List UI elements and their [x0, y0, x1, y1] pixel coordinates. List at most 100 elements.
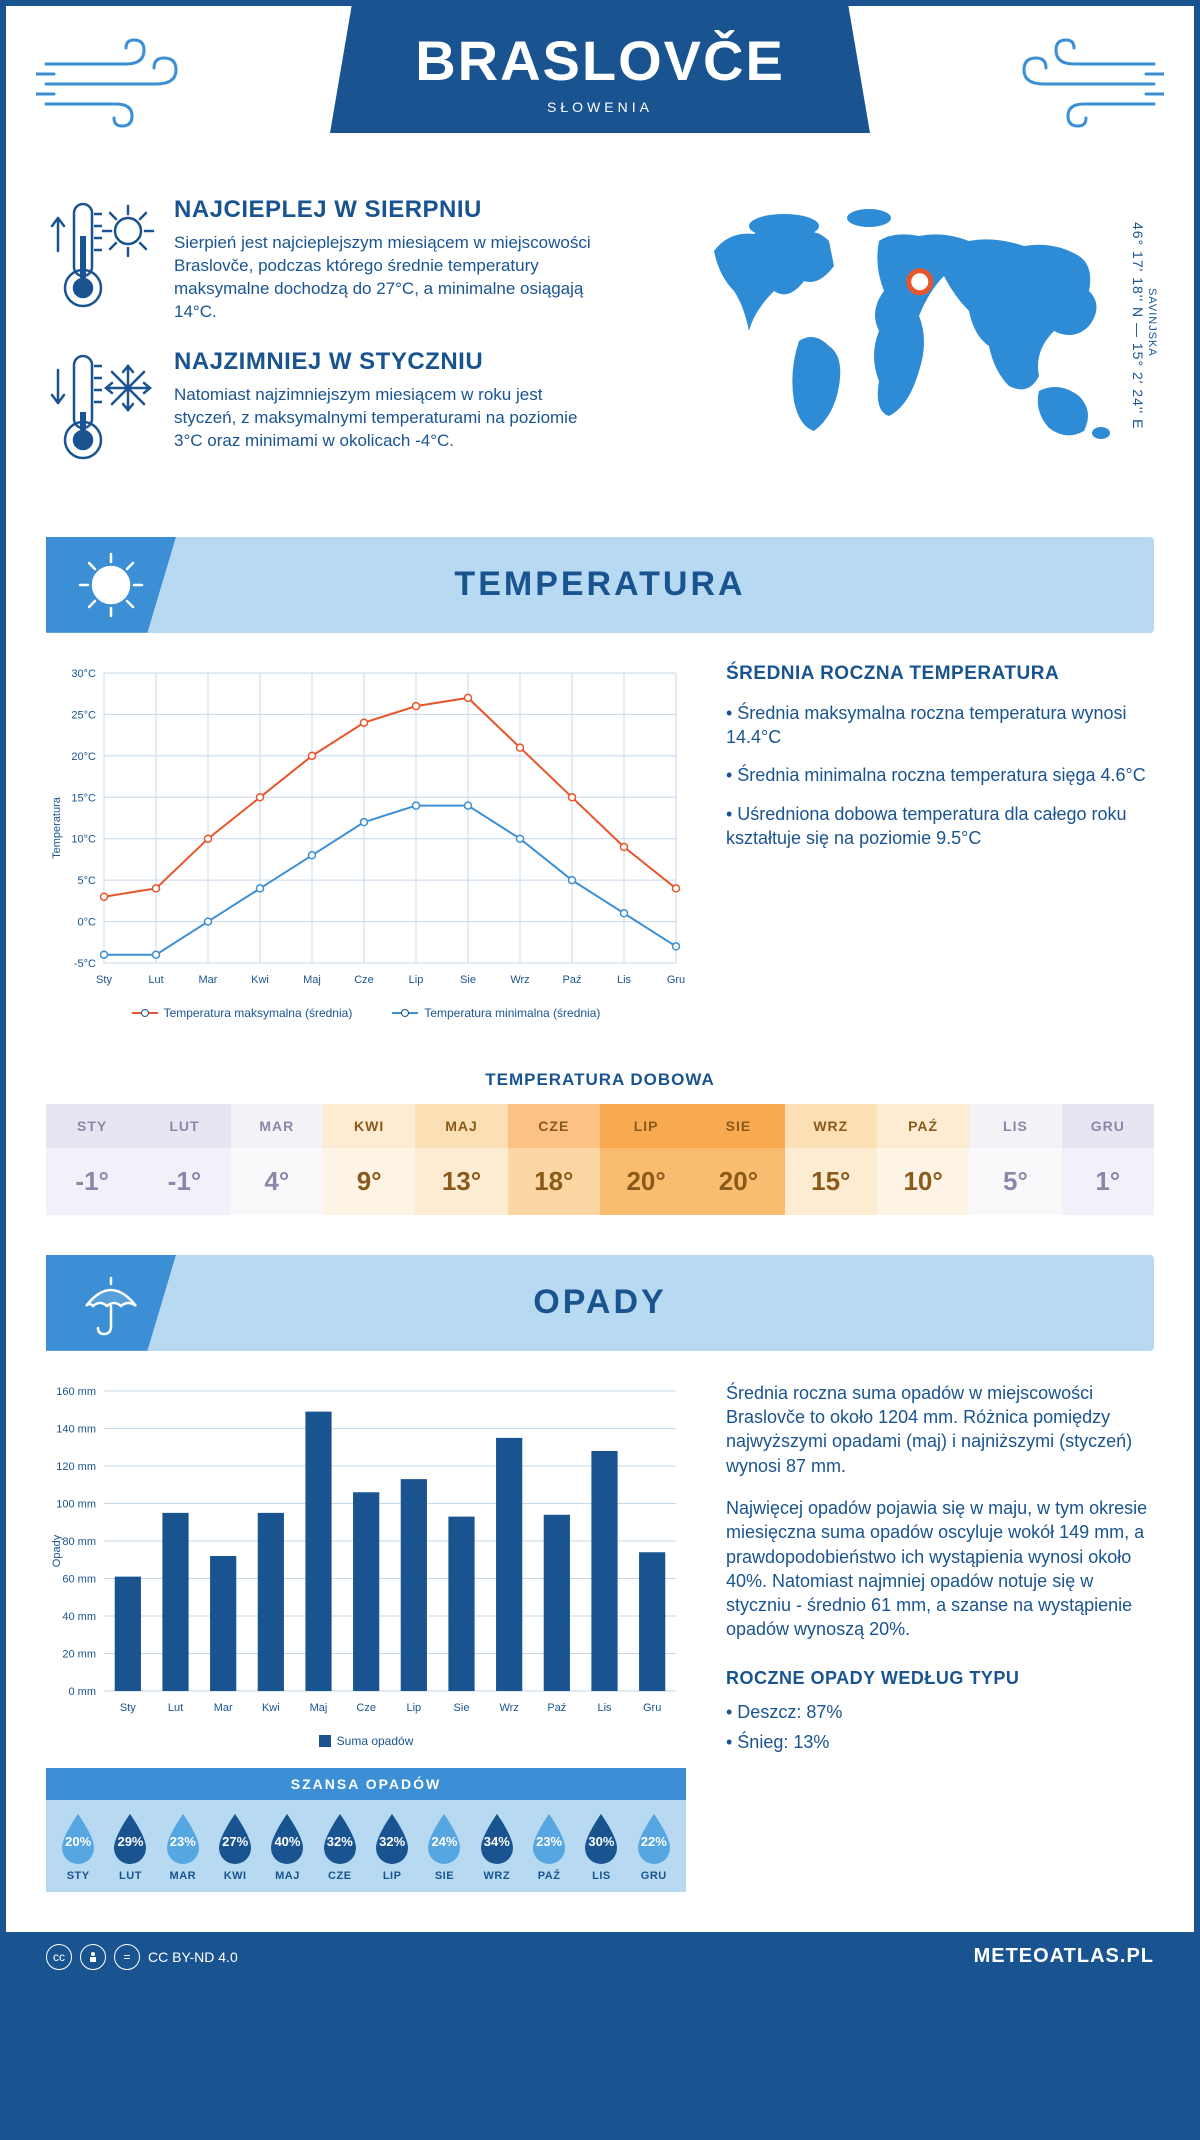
daily-cell: KWI9°	[323, 1104, 415, 1215]
summary-title: ŚREDNIA ROCZNA TEMPERATURA	[726, 663, 1154, 685]
svg-text:Wrz: Wrz	[510, 974, 529, 986]
wind-icon	[1004, 34, 1164, 134]
title-banner: BRASLOVČE SŁOWENIA	[330, 6, 870, 133]
daily-cell: LIP20°	[600, 1104, 692, 1215]
svg-text:Sty: Sty	[120, 1702, 136, 1714]
svg-text:Cze: Cze	[356, 1702, 376, 1714]
info-row: NAJCIEPLEJ W SIERPNIU Sierpień jest najc…	[6, 186, 1194, 527]
cc-icon: cc	[46, 1944, 72, 1970]
svg-text:20°C: 20°C	[71, 751, 96, 763]
svg-text:30°C: 30°C	[71, 668, 96, 680]
svg-text:Gru: Gru	[667, 974, 685, 986]
chance-cell: 24% SIE	[418, 1812, 470, 1882]
svg-text:Opady: Opady	[51, 1534, 63, 1567]
svg-text:Maj: Maj	[310, 1702, 328, 1714]
hottest-block: NAJCIEPLEJ W SIERPNIU Sierpień jest najc…	[46, 196, 654, 324]
chance-title: SZANSA OPADÓW	[46, 1768, 686, 1800]
raindrop-icon: 34%	[475, 1812, 519, 1864]
license: cc = CC BY-ND 4.0	[46, 1944, 238, 1970]
chance-cell: 40% MAJ	[261, 1812, 313, 1882]
coordinates: SAVINJSKA 46° 17' 18'' N — 15° 2' 24'' E	[1130, 196, 1158, 456]
svg-text:Mar: Mar	[199, 974, 218, 986]
wind-icon	[36, 34, 196, 134]
nd-icon: =	[114, 1944, 140, 1970]
rain-chance-box: SZANSA OPADÓW 20% STY 29% LUT 23% MAR 27…	[46, 1768, 686, 1892]
daily-cell: SIE20°	[692, 1104, 784, 1215]
sun-icon	[46, 537, 176, 633]
chance-cell: 34% WRZ	[471, 1812, 523, 1882]
summary-bullet: • Średnia minimalna roczna temperatura s…	[726, 763, 1154, 787]
precip-type-title: ROCZNE OPADY WEDŁUG TYPU	[726, 1666, 1154, 1690]
raindrop-icon: 24%	[422, 1812, 466, 1864]
summary-bullet: • Średnia maksymalna roczna temperatura …	[726, 701, 1154, 750]
daily-cell: PAŹ10°	[877, 1104, 969, 1215]
site-name: METEOATLAS.PL	[974, 1945, 1154, 1968]
svg-text:Lis: Lis	[597, 1702, 612, 1714]
svg-text:Cze: Cze	[354, 974, 374, 986]
daily-temp-table: STY-1°LUT-1°MAR4°KWI9°MAJ13°CZE18°LIP20°…	[46, 1104, 1154, 1215]
daily-cell: WRZ15°	[785, 1104, 877, 1215]
chance-cell: 32% CZE	[314, 1812, 366, 1882]
legend-item: Temperatura maksymalna (średnia)	[132, 1006, 353, 1020]
svg-text:Lip: Lip	[406, 1702, 421, 1714]
coldest-block: NAJZIMNIEJ W STYCZNIU Natomiast najzimni…	[46, 348, 654, 473]
by-icon	[80, 1944, 106, 1970]
svg-text:5°C: 5°C	[78, 875, 97, 887]
header: BRASLOVČE SŁOWENIA	[6, 6, 1194, 186]
coldest-text: Natomiast najzimniejszym miesiącem w rok…	[174, 384, 594, 453]
svg-text:0°C: 0°C	[78, 916, 97, 928]
thermometer-hot-icon	[46, 196, 156, 324]
daily-cell: LUT-1°	[138, 1104, 230, 1215]
precip-para: Najwięcej opadów pojawia się w maju, w t…	[726, 1496, 1154, 1642]
region-name: SAVINJSKA	[1146, 196, 1158, 448]
type-bullet: • Deszcz: 87%	[726, 1700, 1154, 1724]
chance-cell: 23% MAR	[157, 1812, 209, 1882]
temperature-banner: TEMPERATURA	[46, 537, 1154, 633]
country-name: SŁOWENIA	[330, 99, 870, 115]
svg-text:100 mm: 100 mm	[56, 1498, 96, 1510]
summary-bullet: • Uśredniona dobowa temperatura dla całe…	[726, 802, 1154, 851]
svg-text:Lis: Lis	[617, 974, 632, 986]
svg-text:Kwi: Kwi	[251, 974, 269, 986]
svg-text:15°C: 15°C	[71, 792, 96, 804]
temperature-summary: ŚREDNIA ROCZNA TEMPERATURA • Średnia mak…	[726, 663, 1154, 1020]
city-name: BRASLOVČE	[330, 28, 870, 93]
svg-text:Sie: Sie	[460, 974, 476, 986]
svg-text:Temperatura: Temperatura	[51, 796, 63, 859]
legend-label: Suma opadów	[337, 1734, 414, 1748]
raindrop-icon: 29%	[108, 1812, 152, 1864]
svg-text:10°C: 10°C	[71, 833, 96, 845]
daily-temp-title: TEMPERATURA DOBOWA	[6, 1070, 1194, 1090]
license-text: CC BY-ND 4.0	[148, 1949, 238, 1965]
chance-cell: 23% PAŹ	[523, 1812, 575, 1882]
umbrella-icon	[46, 1255, 176, 1351]
svg-text:60 mm: 60 mm	[62, 1573, 96, 1585]
raindrop-icon: 22%	[632, 1812, 676, 1864]
svg-text:Paź: Paź	[563, 974, 582, 986]
footer: cc = CC BY-ND 4.0 METEOATLAS.PL	[6, 1932, 1194, 1982]
daily-cell: STY-1°	[46, 1104, 138, 1215]
svg-text:Gru: Gru	[643, 1702, 661, 1714]
coldest-title: NAJZIMNIEJ W STYCZNIU	[174, 348, 594, 376]
raindrop-icon: 23%	[161, 1812, 205, 1864]
coords-text: 46° 17' 18'' N — 15° 2' 24'' E	[1130, 222, 1146, 429]
thermometer-cold-icon	[46, 348, 156, 473]
svg-text:20 mm: 20 mm	[62, 1648, 96, 1660]
raindrop-icon: 32%	[318, 1812, 362, 1864]
svg-text:Lut: Lut	[168, 1702, 183, 1714]
svg-text:40 mm: 40 mm	[62, 1611, 96, 1623]
svg-text:Wrz: Wrz	[499, 1702, 518, 1714]
chance-cell: 30% LIS	[575, 1812, 627, 1882]
raindrop-icon: 40%	[265, 1812, 309, 1864]
raindrop-icon: 23%	[527, 1812, 571, 1864]
raindrop-icon: 20%	[56, 1812, 100, 1864]
raindrop-icon: 30%	[579, 1812, 623, 1864]
svg-text:25°C: 25°C	[71, 709, 96, 721]
daily-cell: GRU1°	[1062, 1104, 1154, 1215]
precip-para: Średnia roczna suma opadów w miejscowośc…	[726, 1381, 1154, 1478]
raindrop-icon: 27%	[213, 1812, 257, 1864]
world-map: SAVINJSKA 46° 17' 18'' N — 15° 2' 24'' E	[694, 196, 1154, 497]
daily-cell: MAJ13°	[415, 1104, 507, 1215]
precipitation-summary: Średnia roczna suma opadów w miejscowośc…	[726, 1381, 1154, 1892]
chance-cell: 22% GRU	[628, 1812, 680, 1882]
